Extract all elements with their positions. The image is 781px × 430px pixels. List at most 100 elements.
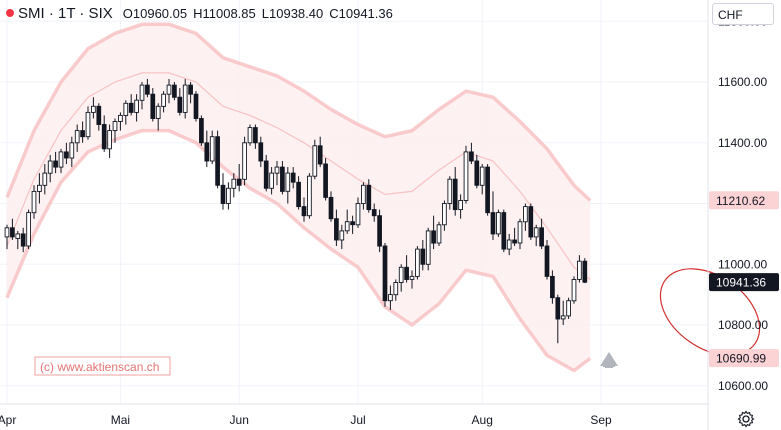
candle-body [258, 142, 264, 162]
candle [452, 167, 458, 216]
candle-body [436, 224, 442, 244]
high-number: 11008.85 [202, 5, 256, 21]
candle [474, 154, 480, 189]
candle-body [285, 172, 291, 192]
candle [139, 82, 145, 110]
candle [290, 167, 296, 189]
candle-body [161, 93, 166, 107]
candle-body [26, 212, 31, 247]
candle-body [388, 294, 393, 302]
candle [258, 136, 264, 168]
candle-body [118, 114, 123, 122]
candle [366, 179, 372, 213]
candle-body [463, 151, 469, 201]
candle [42, 164, 48, 195]
candle-body [555, 297, 561, 320]
candle [74, 124, 80, 152]
x-tick-label: Mai [111, 413, 130, 427]
up-arrow-icon [600, 352, 618, 368]
candle [533, 224, 539, 247]
candle [469, 142, 474, 165]
price-axis[interactable]: 10600.0010800.0011000.0011200.0011400.00… [718, 14, 768, 393]
low-number: 10938.40 [269, 5, 324, 21]
candle-body [323, 163, 328, 198]
candle-body [80, 130, 85, 138]
candle-body [512, 239, 517, 244]
candle [15, 230, 21, 250]
candle [231, 173, 237, 198]
candle [301, 197, 307, 222]
candle [485, 164, 490, 216]
open-label: O [122, 5, 133, 21]
candle [96, 103, 102, 131]
candle [247, 124, 253, 146]
candle-body [74, 130, 80, 144]
candle [10, 218, 15, 240]
open-value: O10960.05 [123, 6, 187, 21]
candle-body [533, 227, 539, 238]
candle [393, 279, 399, 301]
candle-body [485, 166, 490, 214]
candle [209, 130, 215, 165]
candle-body [58, 151, 64, 168]
candles [4, 78, 588, 344]
candle-body [231, 178, 237, 189]
candle [118, 112, 123, 131]
symbol-title[interactable]: SMI · 1T · SIX [18, 4, 113, 22]
candle-body [182, 84, 188, 113]
candle-body [10, 227, 15, 238]
candle [571, 276, 577, 304]
candle [123, 100, 129, 125]
candle [458, 194, 463, 219]
candle-body [506, 239, 512, 250]
low-label: L [261, 5, 269, 21]
candle-body [431, 230, 436, 244]
candle [296, 176, 301, 210]
status-dot-icon [6, 9, 14, 17]
x-tick-label: Apr [0, 413, 16, 427]
time-axis[interactable]: Apr Mai Jun Jul Aug Sep [0, 413, 612, 427]
candle [150, 88, 156, 122]
candle-body [447, 178, 453, 204]
candle-body [404, 266, 409, 280]
band-middle-line [6, 72, 591, 280]
candle [155, 103, 161, 131]
candle-body [550, 275, 555, 299]
candle-body [560, 315, 566, 320]
gear-icon[interactable] [737, 410, 755, 428]
close-number: 10941.36 [338, 5, 393, 21]
candle [53, 151, 58, 174]
svg-text:(c) www.aktienscan.ch: (c) www.aktienscan.ch [40, 360, 159, 374]
candle [431, 215, 436, 250]
candle-body [517, 221, 523, 244]
close-value: C10941.36 [329, 6, 393, 21]
candle [506, 233, 512, 256]
candle [26, 209, 31, 250]
candle-body [280, 166, 285, 192]
candle-body [425, 230, 431, 265]
candle [425, 227, 431, 271]
x-tick-label: Jul [350, 413, 365, 427]
price-labels: 11210.62 10690.99 10941.36 [709, 191, 779, 368]
candle [404, 255, 409, 283]
candle-body [236, 178, 242, 186]
candle [382, 243, 388, 307]
candle [112, 118, 118, 143]
candle [182, 78, 188, 119]
candle [204, 130, 210, 168]
candle-body [107, 130, 112, 150]
x-tick-label: Aug [472, 413, 493, 427]
candle [577, 255, 582, 283]
candle-body [442, 203, 447, 226]
candle-body [312, 145, 318, 177]
currency-selector[interactable]: CHF [712, 3, 774, 25]
candle-body [128, 102, 134, 113]
candle [420, 239, 426, 271]
candle [501, 209, 507, 253]
candle-body [69, 142, 75, 159]
candle [344, 209, 350, 234]
candle [280, 160, 285, 195]
candle [188, 82, 193, 104]
candle-body [123, 102, 129, 116]
